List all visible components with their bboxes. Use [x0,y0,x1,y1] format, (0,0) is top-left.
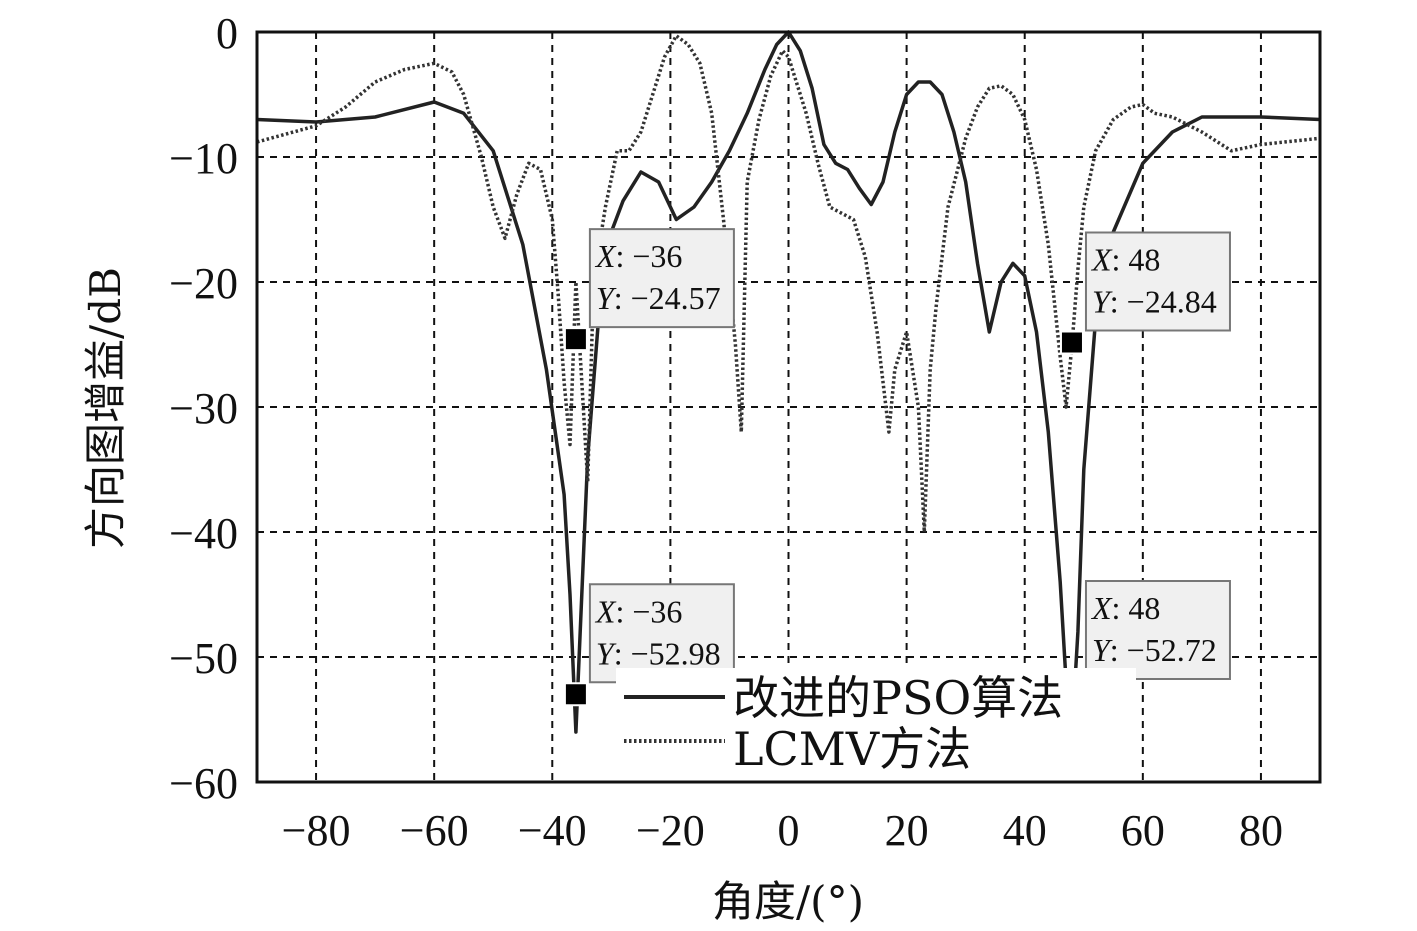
data-tips: X: −36 Y: −24.57 X: −36 Y: −52.98 X: 48 Y: −2… [563,228,1231,707]
x-tick-label: 0 [778,806,800,855]
y-tick-label: −20 [169,259,238,308]
x-tick-label: 60 [1121,806,1165,855]
y-tick-label: −10 [169,134,238,183]
x-tick-label: 40 [1003,806,1047,855]
data-tip[interactable]: X: −36 Y: −24.57 [563,228,735,352]
y-tick-label: 0 [216,9,238,58]
data-tip[interactable]: X: −36 Y: −52.98 [563,583,735,707]
data-tip-y-text: Y: −24.84 [1092,284,1217,320]
data-tip-y-text: Y: −24.57 [596,280,721,316]
x-tick-label: 80 [1239,806,1283,855]
y-tick-label: −30 [169,384,238,433]
data-tip-box [588,228,735,329]
data-tip-x-text: X: 48 [1090,590,1160,626]
data-tip-x-text: X: −36 [594,593,682,629]
legend: 改进的PSO算法 LCMV方法 [616,668,1136,780]
y-tick-labels: 0 −10 −20 −30 −40 −50 −60 [169,9,238,808]
x-tick-label: −60 [400,806,469,855]
plot-frame [255,30,1322,784]
data-tip-marker[interactable] [563,327,588,352]
y-axis-label: 方向图增益/dB [81,267,130,549]
data-tip-box [588,583,735,684]
series-line-lcmv [256,34,1321,534]
y-tick-label: −60 [169,759,238,808]
data-tip-y-text: Y: −52.98 [596,635,721,671]
x-axis-label: 角度/(°) [712,877,864,926]
x-tick-label: 20 [885,806,929,855]
legend-label-lcmv: LCMV方法 [733,722,971,776]
legend-label-pso: 改进的PSO算法 [733,671,1063,725]
x-tick-labels: −80 −60 −40 −20 0 20 40 60 80 [282,806,1283,855]
data-tip-marker[interactable] [1059,330,1084,355]
data-tip-x-text: X: −36 [594,238,682,274]
data-tip-marker[interactable] [563,682,588,707]
data-tip[interactable]: X: 48 Y: −24.84 [1059,231,1231,355]
x-tick-label: −20 [636,806,705,855]
data-tip-box [1084,231,1231,332]
x-tick-label: −80 [282,806,351,855]
legend-background [616,668,1136,780]
x-tick-label: −40 [518,806,587,855]
y-tick-label: −40 [169,509,238,558]
y-tick-label: −50 [169,634,238,683]
data-tip-box [1084,580,1231,680]
data-tip-y-text: Y: −52.72 [1092,632,1217,668]
data-tip-x-text: X: 48 [1090,242,1160,278]
